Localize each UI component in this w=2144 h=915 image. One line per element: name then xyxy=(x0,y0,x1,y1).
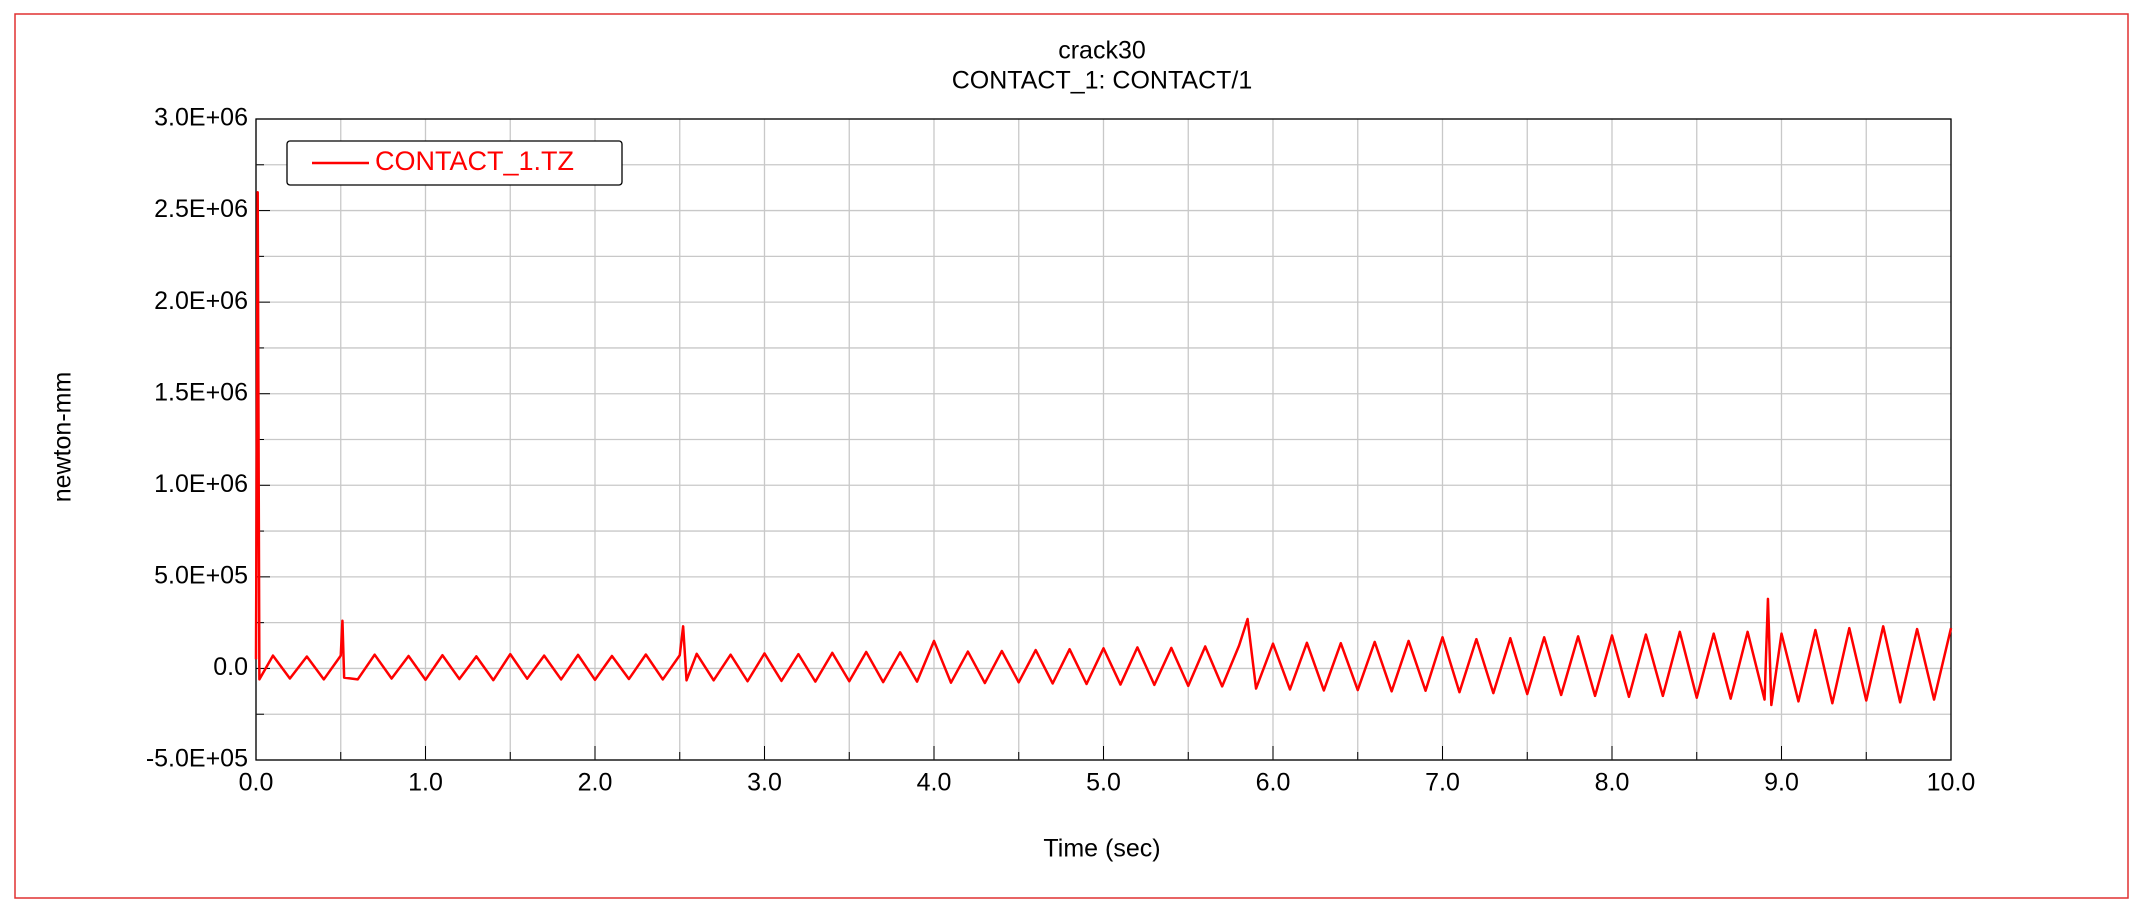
x-tick-label: 6.0 xyxy=(1256,769,1291,797)
y-axis-label: newton-mm xyxy=(49,372,77,503)
y-tick-label: 2.0E+06 xyxy=(154,287,248,315)
y-tick-label: 3.0E+06 xyxy=(154,104,248,132)
frame xyxy=(14,13,2129,899)
x-tick-label: 7.0 xyxy=(1425,769,1460,797)
y-tick-label: 5.0E+05 xyxy=(154,561,248,589)
y-tick-label: 1.0E+06 xyxy=(154,470,248,498)
x-tick-label: 9.0 xyxy=(1764,769,1799,797)
y-tick-label: 0.0 xyxy=(213,653,248,681)
chart-subtitle: CONTACT_1: CONTACT/1 xyxy=(952,67,1253,95)
x-tick-label: 4.0 xyxy=(917,769,952,797)
chart-title: crack30 xyxy=(1058,37,1146,65)
x-tick-label: 3.0 xyxy=(747,769,782,797)
x-tick-label: 0.0 xyxy=(239,769,274,797)
y-tick-label: 2.5E+06 xyxy=(154,195,248,223)
x-tick-label: 2.0 xyxy=(578,769,613,797)
x-tick-label: 8.0 xyxy=(1595,769,1630,797)
x-tick-label: 5.0 xyxy=(1086,769,1121,797)
legend-box xyxy=(286,140,623,186)
data-line xyxy=(254,191,1953,707)
x-axis-label: Time (sec) xyxy=(1043,835,1160,863)
y-tick-label: -5.0E+05 xyxy=(146,745,248,773)
x-tick-label: 10.0 xyxy=(1927,769,1976,797)
y-tick-label: 1.5E+06 xyxy=(154,378,248,406)
legend-label: CONTACT_1.TZ xyxy=(375,146,574,176)
x-tick-label: 1.0 xyxy=(408,769,443,797)
